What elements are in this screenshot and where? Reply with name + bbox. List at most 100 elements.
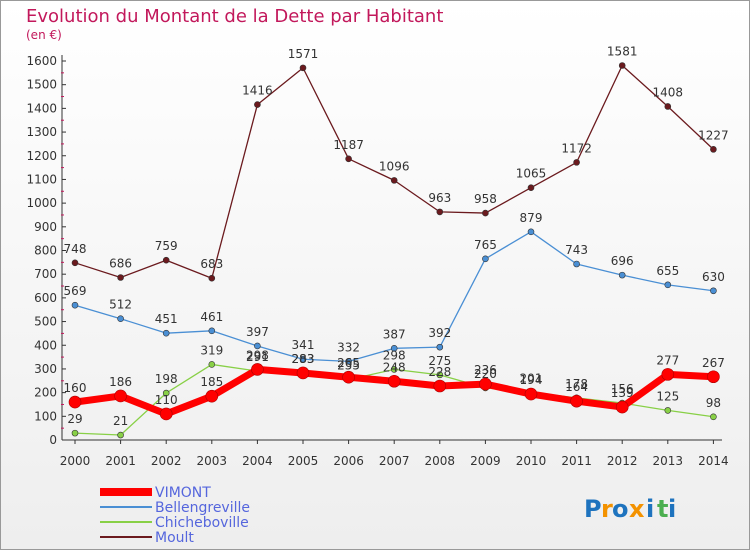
data-label: 387 [383,327,406,341]
data-label: 283 [292,352,315,366]
data-point [707,370,720,384]
data-point [299,64,307,72]
data-point [664,407,672,414]
legend-label: Moult [155,530,194,546]
data-label: 963 [428,191,451,205]
data-point [68,395,82,409]
data-label: 1065 [516,167,547,181]
series-moult: 748 686 759 683 1416 1571 1187 1096 963 958 1065 11… [64,45,729,282]
x-tick-label: 2004 [242,454,273,468]
data-label: 265 [337,356,360,370]
data-point [710,146,717,153]
x-tick-label: 2012 [607,454,638,468]
series-vimont: 160 186 110 185 298 283 265 248 228 236 194 164 139 2… [64,348,725,421]
data-point [436,208,444,216]
data-point [390,345,398,352]
data-label: 125 [656,389,679,403]
data-label: 298 [383,348,406,362]
data-label: 298 [246,348,269,362]
data-label: 178 [565,377,588,391]
data-label: 198 [155,372,178,386]
data-point [162,329,170,337]
data-label: 1416 [242,84,273,98]
data-label: 185 [200,375,223,389]
legend-label: Bellengreville [155,500,250,516]
chart-title: Evolution du Montant de la Dette par Hab… [26,6,443,27]
data-label: 332 [337,340,360,354]
x-tick-label: 2001 [105,454,136,468]
data-label: 160 [64,381,87,395]
data-label: 283 [292,352,315,366]
data-point [479,377,492,391]
data-point [342,370,355,384]
y-tick-label: 1300 [26,125,57,139]
data-point [390,177,398,184]
data-label: 267 [702,356,725,370]
legend-label: VIMONT [155,485,211,501]
data-label: 397 [246,325,269,339]
data-label: 156 [611,382,634,396]
data-label: 683 [200,257,223,271]
x-tick-label: 2003 [197,454,228,468]
data-point [299,355,307,363]
data-point [345,155,352,163]
y-tick-label: 0 [49,433,57,447]
logo-letter: i [646,495,654,523]
data-label: 201 [520,371,543,385]
data-point [254,342,261,350]
logo-letter: r [601,495,613,523]
data-point [162,389,170,397]
data-label: 879 [520,211,543,225]
data-point [527,184,535,192]
data-point [251,363,264,376]
data-label: 341 [292,338,315,352]
logo-letter: o [612,495,629,523]
data-point [436,343,444,351]
data-point [664,103,672,110]
x-tick-label: 2002 [151,454,182,468]
data-point [570,394,583,408]
data-point [387,374,401,388]
x-tick-label: 2006 [333,454,364,468]
legend-label: Chicheboville [155,515,249,531]
data-point [117,274,124,281]
data-label: 1227 [698,128,729,142]
data-label: 1408 [653,85,684,99]
y-tick-label: 200 [34,386,57,400]
y-tick-label: 1100 [26,172,57,186]
data-label: 696 [611,254,634,268]
data-label: 1096 [379,159,410,173]
data-point [664,281,672,289]
data-label: 291 [246,350,269,364]
data-label: 1581 [607,45,638,59]
data-point [254,101,261,108]
data-label: 21 [113,414,128,428]
y-tick-label: 1600 [26,54,57,68]
data-label: 958 [474,192,497,206]
x-tick-label: 2005 [288,454,319,468]
data-point [208,327,216,335]
data-label: 512 [109,298,132,312]
data-label: 110 [155,393,178,407]
data-label: 1172 [561,141,592,155]
data-label: 748 [64,242,87,256]
data-point [208,274,216,282]
data-label: 743 [565,243,588,257]
data-label: 630 [702,270,725,284]
data-point [208,361,216,368]
y-tick-label: 100 [34,409,57,423]
y-tick-label: 1200 [26,149,57,163]
unit-label: (en €) [26,28,62,42]
data-point [573,159,580,166]
y-tick-label: 600 [34,291,57,305]
plot-area: 748 686 759 683 1416 1571 1187 1096 963 958 1065 11… [64,45,729,439]
data-label: 164 [565,380,588,394]
data-label: 236 [474,363,497,377]
logo-letter: x [629,495,645,523]
data-point [618,62,626,69]
data-point [205,389,219,403]
data-point [527,228,535,236]
data-point [482,255,489,263]
data-point [296,366,310,380]
